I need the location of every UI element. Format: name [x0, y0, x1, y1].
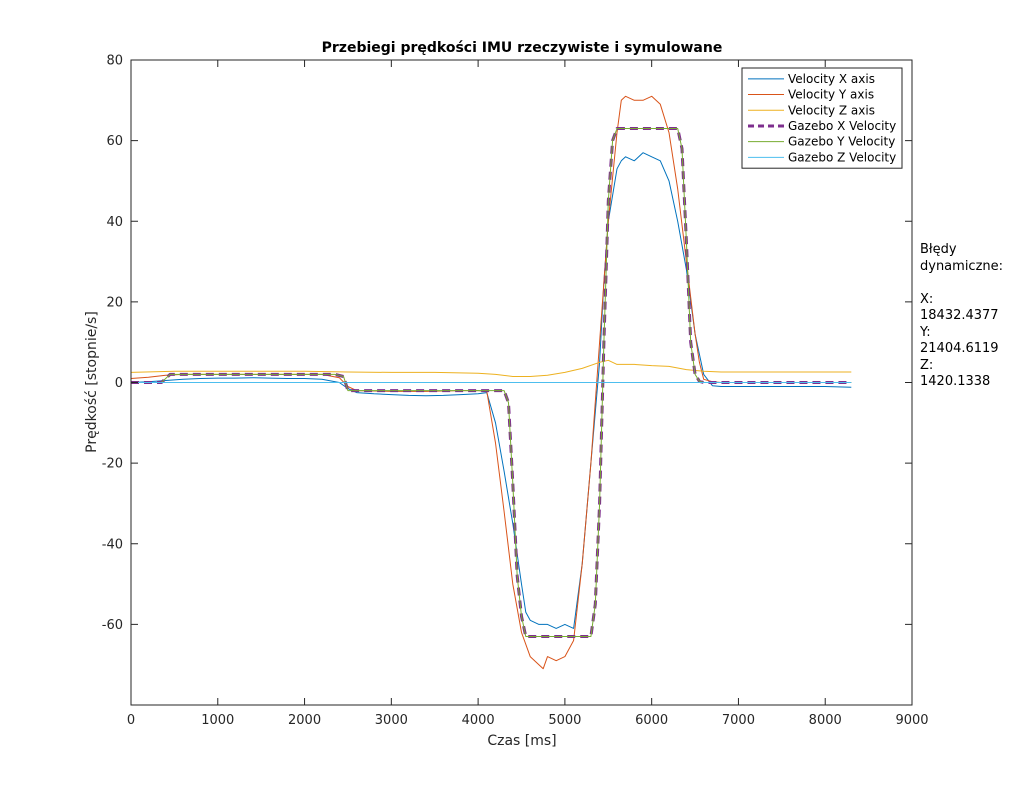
series-line-2	[130, 359, 852, 377]
x-tick-label-6000: 6000	[635, 713, 668, 728]
legend-box	[741, 67, 903, 169]
errors-spacer	[920, 275, 1010, 292]
y-tick-label-80: 80	[106, 54, 123, 69]
error-z-value: 1420.1338	[920, 374, 991, 389]
legend-entry-3: Gazebo X Velocity	[788, 119, 896, 133]
x-tick-label-8000: 8000	[809, 713, 842, 728]
legend-entry-0: Velocity X axis	[788, 72, 875, 86]
y-tick-label-40: 40	[106, 215, 123, 230]
chart-title: Przebiegi prędkości IMU rzeczywiste i sy…	[322, 40, 723, 56]
x-tick-label-2000: 2000	[288, 713, 321, 728]
x-tick-label-4000: 4000	[462, 713, 495, 728]
legend-entry-1: Velocity Y axis	[788, 88, 874, 102]
legend-entry-2: Velocity Z axis	[788, 103, 875, 117]
legend-entry-5: Gazebo Z Velocity	[788, 150, 896, 164]
error-y-label: Y:	[920, 324, 931, 340]
series-line-4	[131, 128, 852, 637]
x-tick-label-3000: 3000	[375, 713, 408, 728]
axes: 0 1000 2000 3000 4000 5000 6000 7000 8000 9000 -60…	[102, 54, 929, 729]
x-tick-label-5000: 5000	[548, 713, 581, 728]
y-tick-label-20: 20	[106, 295, 123, 310]
error-x-label: X:	[920, 291, 934, 307]
y-tick-label--20: -20	[102, 457, 123, 472]
x-tick-label-0: 0	[127, 713, 135, 728]
y-tick-label--40: -40	[102, 537, 123, 552]
errors-heading-line-2: dynamiczne:	[920, 258, 1004, 274]
dynamic-errors-panel: Błędy dynamiczne: X: 18432.4377 Y: 21404…	[920, 242, 1010, 391]
x-tick-label-1000: 1000	[201, 713, 234, 728]
y-tick-label-60: 60	[106, 134, 123, 149]
legend-entry-4: Gazebo Y Velocity	[788, 135, 895, 149]
y-axis-label: Prędkość [stopnie/s]	[84, 311, 100, 453]
x-axis-label: Czas [ms]	[487, 733, 556, 749]
plot-area	[130, 95, 852, 670]
series-line-0	[130, 152, 852, 629]
error-y-value: 21404.6119	[920, 341, 999, 356]
error-x-value: 18432.4377	[920, 308, 999, 323]
errors-heading-line-1: Błędy	[920, 242, 957, 257]
y-tick-label--60: -60	[102, 618, 123, 633]
y-tick-label-0: 0	[115, 376, 123, 391]
x-tick-label-7000: 7000	[722, 713, 755, 728]
x-tick-label-9000: 9000	[895, 713, 928, 728]
error-z-label: Z:	[920, 357, 934, 373]
